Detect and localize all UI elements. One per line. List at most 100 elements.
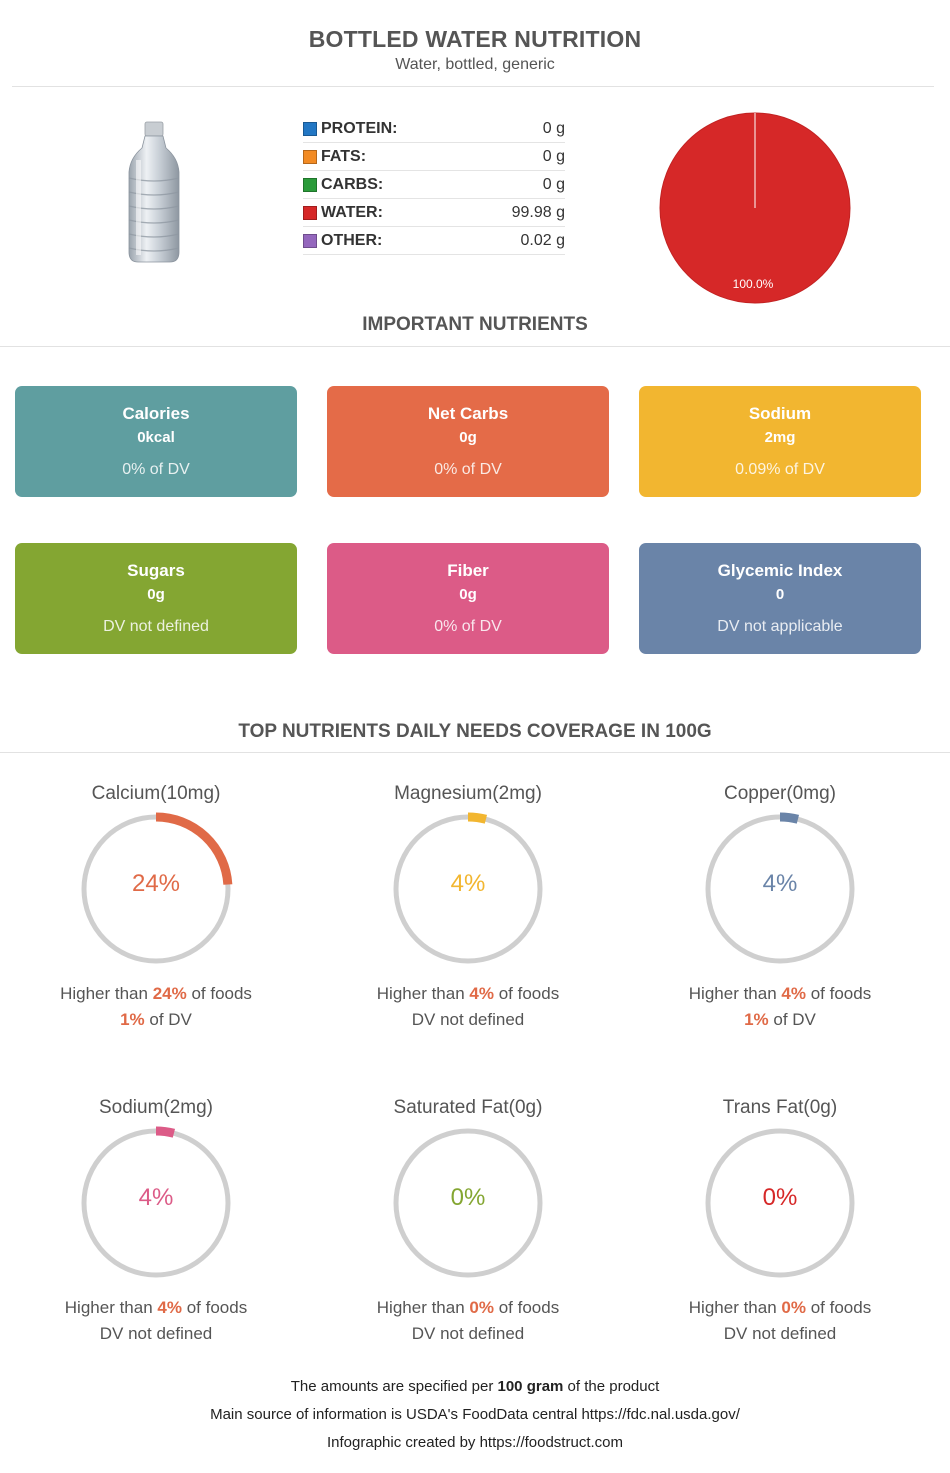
ring-percent-label: 4%: [451, 870, 486, 897]
pie-percent-label: 100.0%: [733, 277, 774, 291]
ring-percent-label: 4%: [139, 1184, 174, 1211]
nutrient-name: Copper: [724, 783, 787, 804]
coverage-item-title: Saturated Fat(0g): [312, 1097, 624, 1123]
coverage-item-title: Calcium(10mg): [0, 783, 312, 809]
comparison-text: Higher than: [64, 1298, 158, 1317]
dv-text: DV not defined: [723, 1324, 837, 1343]
macro-row: PROTEIN: 0 g: [303, 115, 565, 143]
ring-percent-label: 24%: [132, 870, 180, 897]
nutrient-amount: (0g): [803, 1097, 838, 1118]
nutrient-name: Calcium: [91, 783, 161, 804]
macro-color-swatch: [303, 177, 317, 192]
coverage-item-title: Magnesium(2mg): [312, 783, 624, 809]
comparison-text: of foods: [186, 984, 252, 1003]
dv-text: DV not defined: [411, 1010, 525, 1029]
card-name: Net Carbs: [427, 404, 509, 423]
coverage-item: Copper(0mg) 4% Higher than 4% of foods 1% o…: [624, 783, 936, 1033]
macro-color-swatch: [303, 121, 317, 136]
dv-line: DV not defined: [624, 1321, 936, 1347]
macro-color-swatch: [303, 233, 317, 248]
nutrient-amount: (0g): [508, 1097, 543, 1118]
dv-percent: 1%: [744, 1010, 769, 1029]
card-value: 0g: [147, 586, 165, 603]
nutrient-name: Sodium: [98, 1097, 164, 1118]
footer-text: of the product: [563, 1378, 660, 1395]
divider: [12, 86, 934, 87]
macronutrient-pie-chart: 100.0%: [659, 112, 851, 304]
macro-name: WATER:: [321, 203, 383, 221]
macro-value: 0 g: [542, 175, 565, 193]
ring-progress-arc: [155, 1126, 176, 1138]
macro-name: CARBS:: [321, 175, 384, 193]
comparison-text: Higher than: [376, 984, 470, 1003]
divider: [0, 346, 950, 347]
dv-line: DV not defined: [312, 1321, 624, 1347]
card-value: 0g: [459, 429, 477, 446]
coverage-item: Trans Fat(0g) 0% Higher than 0% of foods DV…: [624, 1097, 936, 1347]
ring-track: [705, 1128, 855, 1278]
card-value: 0: [775, 586, 785, 603]
card-dv: DV not defined: [103, 618, 209, 635]
comparison-percent: 4%: [469, 984, 494, 1003]
macro-value: 0 g: [542, 147, 565, 165]
footer-line-source: Main source of information is USDA's Foo…: [210, 1406, 740, 1423]
coverage-ring: 24%: [81, 812, 233, 964]
dv-text: of DV: [768, 1010, 816, 1029]
ring-progress-arc: [467, 812, 488, 824]
card-dv: 0% of DV: [122, 461, 190, 478]
comparison-percent: 24%: [152, 984, 187, 1003]
important-nutrients-title: IMPORTANT NUTRIENTS: [362, 314, 588, 335]
foods-comparison-line: Higher than 0% of foods: [624, 1295, 936, 1321]
water-bottle-image: [128, 121, 180, 263]
macro-name: OTHER:: [321, 231, 383, 249]
card-dv: 0% of DV: [434, 618, 502, 635]
nutrient-card: Net Carbs 0g 0% of DV: [327, 386, 609, 497]
macro-name: PROTEIN:: [321, 119, 398, 137]
nutrient-card: Fiber 0g 0% of DV: [327, 543, 609, 654]
card-value: 0g: [459, 586, 477, 603]
coverage-item-title: Sodium(2mg): [0, 1097, 312, 1123]
foods-comparison-line: Higher than 4% of foods: [312, 981, 624, 1007]
coverage-item: Magnesium(2mg) 4% Higher than 4% of foods D…: [312, 783, 624, 1033]
nutrient-amount: (0mg): [786, 783, 836, 804]
macro-row: OTHER: 0.02 g: [303, 227, 565, 255]
macro-name: FATS:: [321, 147, 367, 165]
ring-progress-arc: [779, 812, 800, 824]
ring-percent-label: 4%: [763, 870, 798, 897]
dv-line: DV not defined: [0, 1321, 312, 1347]
comparison-text: of foods: [805, 1298, 872, 1317]
nutrient-card: Sodium 2mg 0.09% of DV: [639, 386, 921, 497]
comparison-text: of foods: [181, 1298, 248, 1317]
dv-text: of DV: [144, 1010, 192, 1029]
macro-value: 0 g: [542, 119, 565, 137]
foods-comparison-line: Higher than 24% of foods: [0, 981, 312, 1007]
coverage-item: Saturated Fat(0g) 0% Higher than 0% of foo…: [312, 1097, 624, 1347]
nutrient-name: Magnesium: [394, 783, 493, 804]
comparison-percent: 0%: [781, 1298, 806, 1317]
comparison-percent: 0%: [469, 1298, 494, 1317]
comparison-text: of foods: [805, 984, 872, 1003]
nutrient-card: Glycemic Index 0 DV not applicable: [639, 543, 921, 654]
divider: [0, 752, 950, 753]
coverage-item-title: Copper(0mg): [624, 783, 936, 809]
page-subtitle: Water, bottled, generic: [395, 56, 555, 73]
coverage-title: TOP NUTRIENTS DAILY NEEDS COVERAGE IN 10…: [238, 721, 712, 742]
comparison-percent: 4%: [781, 984, 806, 1003]
coverage-ring: 0%: [393, 1128, 543, 1278]
comparison-text: of foods: [493, 1298, 560, 1317]
nutrient-name: Trans Fat: [722, 1097, 804, 1118]
dv-percent: 1%: [120, 1010, 145, 1029]
coverage-ring: 4%: [705, 812, 855, 964]
footer-bold-text: 100 gram: [497, 1378, 564, 1395]
macro-color-swatch: [303, 149, 317, 164]
coverage-ring: 4%: [81, 1126, 231, 1278]
macro-value: 0.02 g: [520, 231, 565, 249]
comparison-text: Higher than: [376, 1298, 470, 1317]
macro-row: FATS: 0 g: [303, 143, 565, 171]
nutrient-name: Saturated Fat: [393, 1097, 509, 1118]
foods-comparison-line: Higher than 4% of foods: [624, 981, 936, 1007]
foods-comparison-line: Higher than 4% of foods: [0, 1295, 312, 1321]
dv-line: 1% of DV: [624, 1007, 936, 1033]
card-name: Fiber: [447, 561, 489, 580]
nutrient-card: Calories 0kcal 0% of DV: [15, 386, 297, 497]
